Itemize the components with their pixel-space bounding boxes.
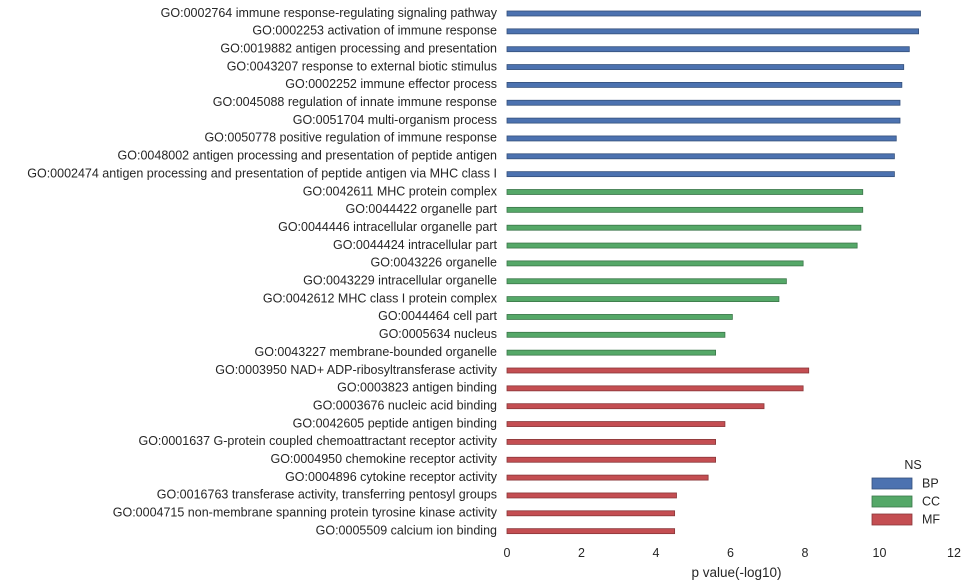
x-axis: 0 2 4 6 8 10 12 [504,546,961,560]
category-label: GO:0005509 calcium ion binding [316,523,497,537]
category-label: GO:0045088 regulation of innate immune r… [213,95,497,109]
category-label: GO:0043227 membrane-bounded organelle [254,345,497,359]
category-label: GO:0050778 positive regulation of immune… [204,131,497,145]
x-tick-label: 4 [653,546,660,560]
category-label: GO:0004950 chemokine receptor activity [270,452,497,466]
bar-bp [506,64,905,70]
legend-label-cc: CC [922,495,940,509]
bars-layer [506,10,921,535]
category-labels: GO:0002764 immune response-regulating si… [27,6,497,538]
category-label: GO:0001637 G-protein coupled chemoattrac… [138,434,497,448]
x-tick-label: 12 [947,546,961,560]
bar-cc [506,224,862,231]
category-label: GO:0002253 activation of immune response [252,24,497,38]
bar-mf [506,438,717,445]
bar-mf [506,528,676,535]
bar-bp [506,28,920,35]
bar-cc [506,314,733,320]
bar-mf [506,492,677,499]
legend-swatch-mf [871,513,913,526]
legend-label-bp: BP [922,477,939,491]
category-label: GO:0016763 transferase activity, transfe… [157,488,497,502]
category-label: GO:0004896 cytokine receptor activity [285,470,498,484]
x-tick-label: 10 [873,546,887,560]
bar-cc [506,242,858,249]
category-label: GO:0002252 immune effector process [285,77,497,91]
category-label: GO:0044464 cell part [378,309,497,323]
legend: NS BP CC MF [871,458,940,527]
x-tick-label: 8 [802,546,809,560]
category-label: GO:0003950 NAD+ ADP-ribosyltransferase a… [215,363,497,377]
category-label: GO:0042611 MHC protein complex [303,184,498,198]
x-tick-label: 0 [504,546,511,560]
bar-mf [506,385,804,392]
bar-bp [506,153,895,160]
bar-bp [506,10,921,17]
category-label: GO:0043207 response to external biotic s… [227,59,497,73]
bar-bp [506,117,901,124]
bar-cc [506,189,864,195]
bar-cc [506,278,787,285]
category-label: GO:0002474 antigen processing and presen… [27,166,497,180]
legend-swatch-bp [871,477,913,490]
x-tick-label: 6 [727,546,734,560]
bar-mf [506,367,810,374]
bar-mf [506,421,726,427]
legend-title: NS [904,458,921,472]
legend-swatch-cc [871,495,913,508]
category-label: GO:0051704 multi-organism process [293,113,497,127]
category-label: GO:0042605 peptide antigen binding [293,416,497,430]
bar-bp [506,171,895,178]
bar-mf [506,456,717,463]
bar-mf [506,510,676,517]
category-label: GO:0004715 non-membrane spanning protein… [113,506,498,520]
legend-label-mf: MF [922,513,940,527]
bar-cc [506,260,804,267]
category-label: GO:0044422 organelle part [346,202,498,216]
category-label: GO:0043226 organelle [371,256,498,270]
category-label: GO:0042612 MHC class I protein complex [263,291,498,305]
x-tick-label: 2 [578,546,585,560]
bar-mf [506,474,709,481]
bar-cc [506,331,726,338]
category-label: GO:0044424 intracellular part [333,238,498,252]
category-label: GO:0043229 intracellular organelle [303,274,497,288]
category-label: GO:0044446 intracellular organelle part [278,220,497,234]
bar-cc [506,206,864,213]
category-label: GO:0003823 antigen binding [337,381,497,395]
bar-mf [506,403,765,410]
bar-bp [506,46,910,53]
category-label: GO:0003676 nucleic acid binding [313,398,497,412]
bar-cc [506,296,780,303]
bar-bp [506,82,903,88]
category-label: GO:0002764 immune response-regulating si… [161,6,498,20]
bar-bp [506,99,901,106]
category-label: GO:0048002 antigen processing and presen… [118,149,497,163]
x-axis-title: p value(-log10) [691,565,781,580]
bar-cc [506,349,717,356]
category-label: GO:0005634 nucleus [379,327,497,341]
bar-bp [506,135,897,142]
category-label: GO:0019882 antigen processing and presen… [220,41,497,55]
